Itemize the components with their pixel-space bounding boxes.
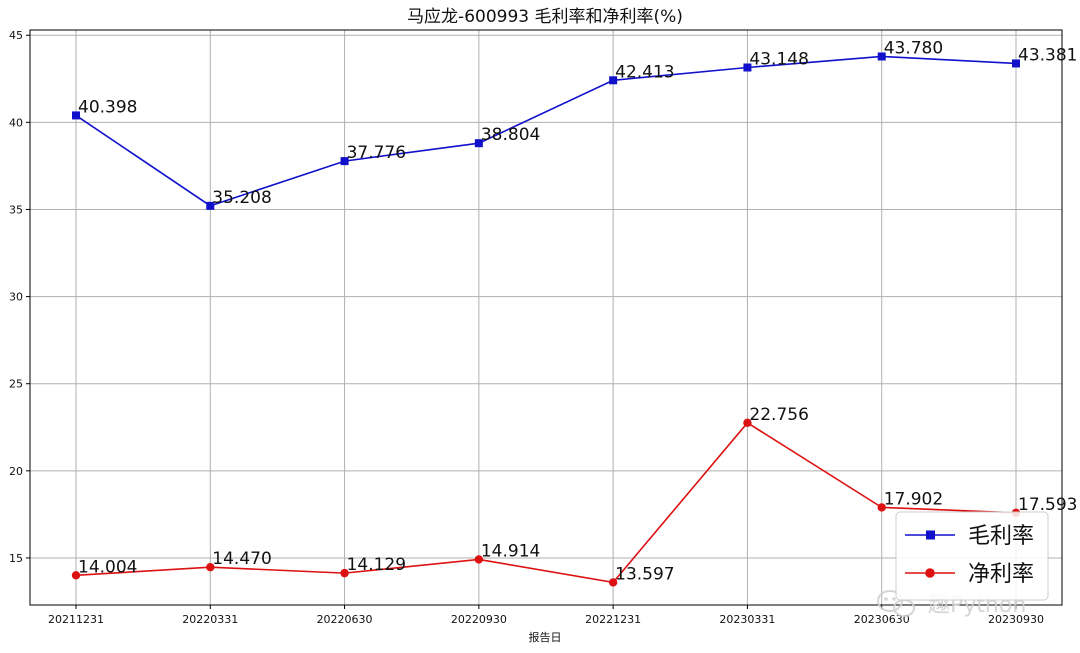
data-label: 35.208 — [212, 188, 271, 208]
data-point — [72, 111, 80, 120]
data-label: 40.398 — [78, 97, 137, 117]
legend-marker — [926, 530, 935, 540]
data-point — [1012, 59, 1020, 68]
data-label: 17.593 — [1018, 495, 1077, 515]
data-label: 13.597 — [615, 564, 674, 584]
data-label: 38.804 — [481, 125, 540, 145]
y-tick-label: 35 — [9, 203, 23, 216]
data-label: 22.756 — [749, 405, 808, 425]
data-label: 14.470 — [212, 549, 271, 569]
x-tick-label: 20230930 — [988, 613, 1044, 626]
series-line-1 — [75, 55, 1017, 207]
x-tick-label: 20211231 — [48, 613, 104, 626]
data-label: 14.914 — [481, 541, 540, 561]
series — [71, 52, 1021, 587]
data-point — [340, 568, 349, 578]
data-point — [609, 76, 618, 85]
data-label: 14.129 — [347, 555, 406, 575]
x-axis-title: 报告日 — [529, 630, 562, 644]
data-point — [877, 503, 886, 512]
data-point — [743, 63, 752, 72]
y-tick-label: 15 — [9, 552, 23, 565]
y-tick-label: 45 — [9, 29, 23, 42]
data-label: 17.902 — [884, 489, 943, 509]
x-tick-label: 20220930 — [451, 613, 507, 626]
legend-label: 净利率 — [968, 562, 1034, 587]
axes: 15 20 25 30 35 40 45 20211231 20220331 20220630 20… — [9, 29, 1063, 626]
plot-frame — [29, 29, 1063, 606]
x-tick-label: 20221231 — [585, 613, 641, 626]
x-tick-label: 20220630 — [317, 613, 373, 626]
data-point — [474, 555, 484, 564]
data-point — [743, 418, 752, 428]
x-tick-label: 20230331 — [719, 613, 775, 626]
data-label: 42.413 — [615, 62, 674, 82]
y-tick-label: 30 — [9, 291, 23, 304]
data-point — [877, 52, 886, 61]
series-line-2 — [75, 421, 1017, 584]
y-tick-label: 40 — [9, 116, 23, 129]
data-label: 43.381 — [1018, 45, 1077, 65]
y-tick-label: 20 — [9, 465, 23, 478]
x-tick-label: 20230630 — [854, 613, 910, 626]
data-point — [206, 201, 215, 210]
x-tick-label: 20220331 — [182, 613, 238, 626]
data-labels: 40.398 35.208 37.776 38.804 42.413 43.148 43.7… — [78, 38, 1077, 584]
data-point — [71, 571, 81, 580]
chart-title: 马应龙-600993 毛利率和净利率(%) — [407, 7, 683, 27]
y-tick-label: 25 — [9, 378, 23, 391]
legend-label: 毛利率 — [968, 524, 1034, 549]
data-point — [340, 157, 349, 166]
data-point — [608, 578, 618, 587]
data-label: 14.004 — [78, 557, 137, 577]
data-point — [206, 562, 215, 572]
data-label: 43.780 — [884, 38, 943, 58]
data-label: 43.148 — [749, 49, 808, 69]
data-point — [474, 139, 483, 148]
legend-marker — [925, 568, 935, 578]
data-label: 37.776 — [347, 143, 406, 163]
